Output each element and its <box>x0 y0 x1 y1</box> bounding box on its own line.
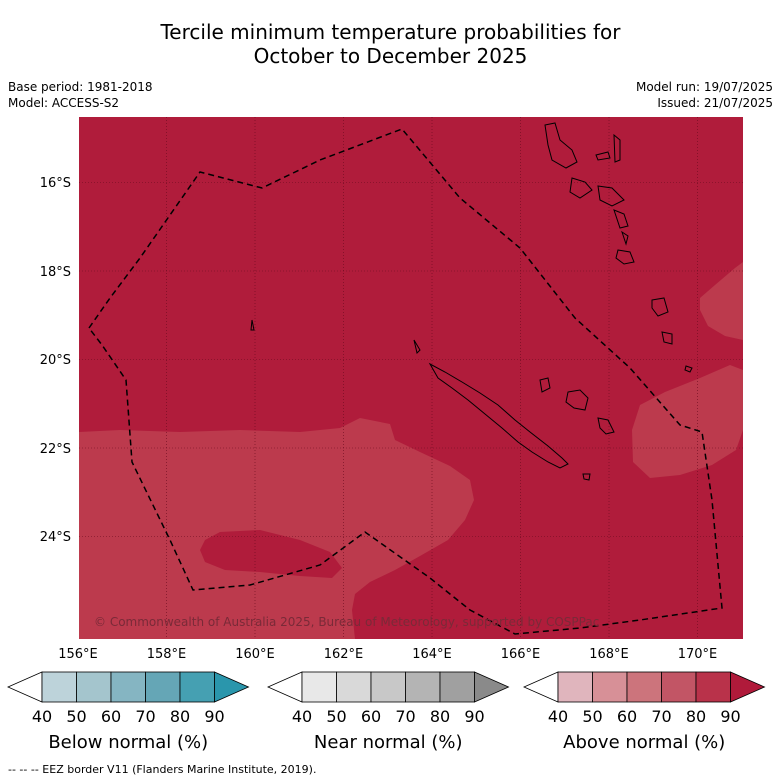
lat-label-24s: 24°S <box>40 530 71 545</box>
colorbar-left-extend <box>267 671 303 703</box>
copyright-notice: © Commonwealth of Australia 2025, Bureau… <box>94 615 599 629</box>
colorbar-tick-label: 40 <box>292 707 312 726</box>
chart-title-line1: Tercile minimum temperature probabilitie… <box>160 20 621 44</box>
lon-label-168e: 168°E <box>589 647 629 662</box>
colorbar-tick-label: 40 <box>32 707 52 726</box>
lon-label-156e: 156°E <box>58 647 98 662</box>
colorbar-tick-label: 80 <box>686 707 706 726</box>
longitude-labels: 156°E 158°E 160°E 162°E 164°E 166°E 168°… <box>58 647 717 662</box>
colorbar-right-extend <box>214 671 250 703</box>
land-loyalty-islands <box>539 377 615 435</box>
map-region-above-80-northeast <box>700 262 743 340</box>
map-region-above-90-blob <box>200 530 342 578</box>
colorbar-tick-label: 80 <box>430 707 450 726</box>
issued-date: Issued: 21/07/2025 <box>657 96 773 110</box>
land-vanuatu <box>544 122 693 373</box>
colorbar-title: Above normal (%) <box>563 732 725 753</box>
lon-label-160e: 160°E <box>235 647 275 662</box>
colorbar-title: Near normal (%) <box>314 732 463 753</box>
land-isle-of-pines <box>582 473 591 481</box>
colorbar-tick-label: 40 <box>548 707 568 726</box>
lon-label-158e: 158°E <box>147 647 187 662</box>
colorbar-tick-label: 70 <box>395 707 415 726</box>
lat-label-22s: 22°S <box>40 442 71 457</box>
model-run: Model run: 19/07/2025 <box>635 80 773 94</box>
map-panel: © Commonwealth of Australia 2025, Bureau… <box>79 117 743 639</box>
colorbar-0: 40 50 60 70 80 90 Below normal (%) <box>7 671 250 753</box>
colorbars: 40 50 60 70 80 90 Below normal (%) 40 50 60 70 80 90… <box>7 671 766 753</box>
lat-label-16s: 16°S <box>40 176 71 191</box>
colorbar-tick-label: 80 <box>170 707 190 726</box>
colorbar-segment <box>695 671 731 703</box>
colorbar-segment <box>626 671 662 703</box>
colorbar-2: 40 50 60 70 80 90 Above normal (%) <box>523 671 766 753</box>
colorbar-segment <box>557 671 593 703</box>
land-new-caledonia <box>428 362 569 469</box>
colorbar-tick-label: 70 <box>651 707 671 726</box>
colorbar-segment <box>439 671 475 703</box>
lon-label-164e: 164°E <box>412 647 452 662</box>
colorbar-segment <box>336 671 372 703</box>
colorbar-right-extend <box>730 671 766 703</box>
colorbar-tick-label: 50 <box>582 707 602 726</box>
colorbar-tick-label: 50 <box>326 707 346 726</box>
eez-border <box>88 128 723 635</box>
eez-footer-note: -- -- -- EEZ border V11 (Flanders Marine… <box>8 763 317 776</box>
colorbar-tick-label: 90 <box>464 707 484 726</box>
lon-label-162e: 162°E <box>324 647 364 662</box>
colorbar-segment <box>110 671 146 703</box>
colorbar-tick-label: 60 <box>361 707 381 726</box>
base-period: Base period: 1981-2018 <box>8 80 153 94</box>
colorbar-segment <box>76 671 112 703</box>
colorbar-tick-label: 90 <box>204 707 224 726</box>
colorbar-segment <box>592 671 628 703</box>
colorbar-tick-label: 70 <box>135 707 155 726</box>
map-region-above-80-south <box>79 418 474 639</box>
colorbar-segment <box>179 671 215 703</box>
colorbar-tick-label: 90 <box>720 707 740 726</box>
colorbar-left-extend <box>7 671 43 703</box>
lon-label-166e: 166°E <box>501 647 541 662</box>
colorbar-left-extend <box>523 671 559 703</box>
lat-label-18s: 18°S <box>40 265 71 280</box>
chart-title-line2: October to December 2025 <box>253 44 528 68</box>
lon-label-170e: 170°E <box>678 647 718 662</box>
colorbar-right-extend <box>474 671 510 703</box>
colorbar-title: Below normal (%) <box>48 732 208 753</box>
colorbar-segment <box>301 671 337 703</box>
colorbar-tick-label: 60 <box>101 707 121 726</box>
colorbar-segment <box>145 671 181 703</box>
model-name: Model: ACCESS-S2 <box>8 96 120 110</box>
colorbar-segment <box>41 671 77 703</box>
land-chesterfield <box>250 319 255 331</box>
latitude-labels: 16°S 18°S 20°S 22°S 24°S <box>40 176 71 545</box>
colorbar-segment <box>661 671 697 703</box>
colorbar-tick-label: 50 <box>66 707 86 726</box>
colorbar-segment <box>370 671 406 703</box>
land-islet-1 <box>413 339 421 354</box>
lat-label-20s: 20°S <box>40 353 71 368</box>
colorbar-tick-label: 60 <box>617 707 637 726</box>
map-region-above-80-east <box>632 365 743 478</box>
colorbar-segment <box>405 671 441 703</box>
